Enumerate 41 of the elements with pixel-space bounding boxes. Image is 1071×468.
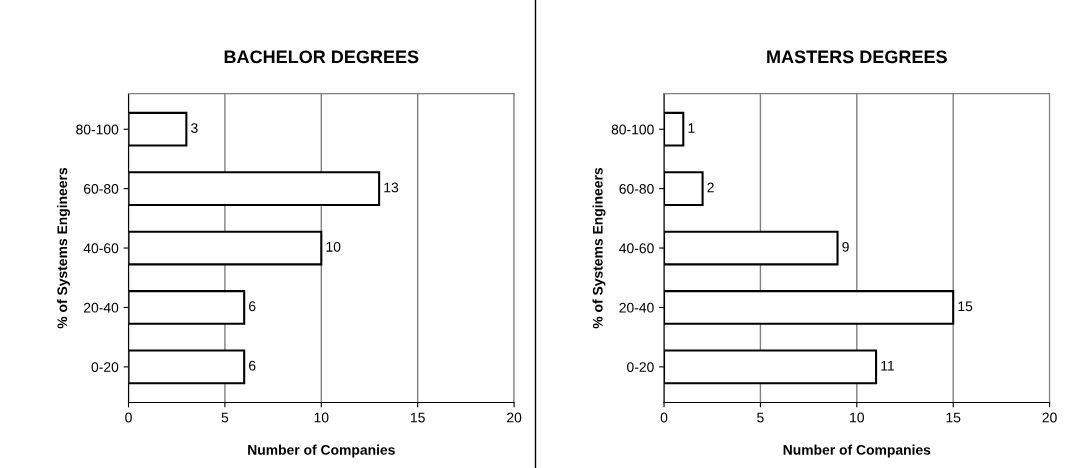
y-tick-label: 80-100 [611, 124, 654, 135]
data-label: 11 [881, 360, 894, 371]
data-label: 3 [191, 123, 198, 133]
y-tick-label: 40-60 [83, 243, 119, 254]
y-tick-label: 60-80 [83, 183, 119, 194]
y-tick-label: 80-100 [76, 124, 119, 135]
data-label: 1 [688, 123, 695, 133]
x-axis-title: Number of Companies [783, 444, 931, 458]
y-tick-label: 20-40 [83, 302, 119, 313]
data-label: 6 [249, 360, 256, 371]
bar [128, 171, 381, 207]
y-tick-label: 60-80 [619, 183, 654, 194]
y-axis-title: % of Systems Engineers [592, 167, 606, 329]
y-tick-label: 40-60 [619, 243, 654, 254]
x-axis-title: Number of Companies [248, 444, 395, 458]
data-label: 13 [384, 182, 399, 193]
data-label: 2 [707, 182, 714, 193]
y-tick-label: 0-20 [627, 362, 654, 373]
x-tick-label: 15 [411, 412, 425, 423]
x-tick-label: 10 [314, 412, 329, 423]
y-tick-label: 0-20 [91, 362, 119, 373]
x-tick-label: 0 [660, 412, 668, 423]
x-tick-label: 5 [757, 412, 764, 423]
x-tick-label: 20 [507, 412, 522, 423]
x-tick-label: 0 [125, 412, 132, 423]
x-tick-label: 10 [850, 412, 864, 423]
data-label: 6 [249, 301, 256, 312]
x-tick-label: 15 [946, 412, 961, 423]
y-axis-title: % of Systems Engineers [56, 167, 70, 329]
data-label: 10 [326, 241, 341, 252]
chart-title: MASTERS DEGREES [767, 50, 947, 64]
data-label: 9 [842, 241, 849, 252]
x-tick-label: 5 [221, 412, 229, 423]
bar [128, 349, 246, 385]
bar [128, 230, 323, 266]
y-tick-label: 20-40 [619, 302, 654, 313]
chart-title: BACHELOR DEGREES [224, 50, 419, 64]
data-label: 15 [958, 301, 973, 312]
x-tick-label: 20 [1042, 412, 1057, 423]
bar [128, 111, 188, 147]
bar [128, 290, 246, 325]
